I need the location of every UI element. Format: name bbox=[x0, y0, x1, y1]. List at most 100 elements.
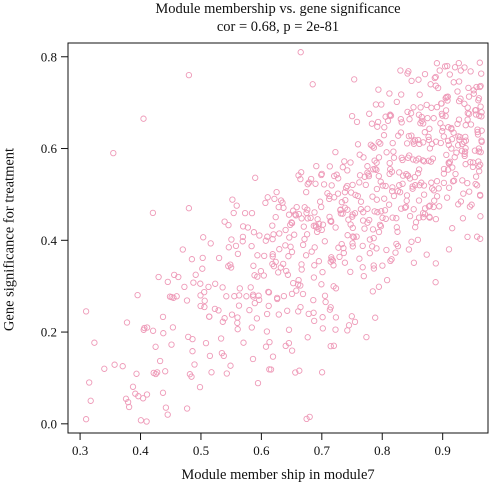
data-point bbox=[313, 162, 320, 170]
data-point bbox=[417, 120, 424, 127]
data-point bbox=[474, 126, 481, 133]
data-point bbox=[470, 90, 477, 97]
data-point bbox=[467, 121, 475, 128]
data-point bbox=[478, 113, 485, 120]
data-point bbox=[264, 233, 271, 240]
data-point bbox=[183, 297, 191, 304]
data-point bbox=[451, 64, 459, 71]
data-point bbox=[349, 233, 357, 240]
data-point bbox=[101, 365, 108, 372]
data-point bbox=[444, 137, 452, 145]
data-point bbox=[377, 223, 385, 230]
data-point bbox=[437, 120, 444, 127]
x-tick-label: 0.9 bbox=[435, 443, 451, 458]
data-point bbox=[438, 100, 445, 107]
data-point bbox=[403, 140, 411, 147]
data-point bbox=[288, 248, 296, 256]
data-point bbox=[315, 258, 323, 265]
data-point bbox=[149, 209, 157, 217]
data-point bbox=[169, 324, 177, 331]
data-point bbox=[411, 137, 419, 144]
data-point bbox=[129, 383, 137, 390]
data-point bbox=[455, 116, 463, 123]
data-point bbox=[297, 303, 304, 311]
data-point bbox=[399, 156, 406, 164]
data-point bbox=[432, 215, 440, 223]
data-point bbox=[319, 268, 326, 276]
data-point bbox=[326, 192, 333, 200]
data-point bbox=[310, 222, 317, 229]
data-point bbox=[221, 315, 228, 322]
data-point bbox=[232, 242, 240, 250]
data-point bbox=[257, 267, 265, 275]
data-point bbox=[250, 262, 257, 269]
data-point bbox=[330, 283, 337, 290]
data-point bbox=[337, 206, 344, 213]
data-point bbox=[444, 97, 451, 104]
data-point bbox=[260, 272, 267, 279]
data-point bbox=[461, 148, 469, 155]
data-point bbox=[423, 251, 430, 258]
data-point bbox=[183, 405, 191, 412]
data-point bbox=[233, 202, 240, 209]
data-point bbox=[344, 182, 351, 190]
data-point bbox=[478, 109, 485, 116]
data-point bbox=[190, 279, 197, 286]
data-point bbox=[305, 179, 313, 186]
data-point bbox=[380, 132, 388, 139]
data-point bbox=[334, 190, 342, 197]
data-point bbox=[310, 309, 317, 316]
data-point bbox=[254, 379, 262, 387]
data-point bbox=[370, 234, 377, 242]
data-point bbox=[386, 159, 393, 167]
data-point bbox=[250, 229, 258, 236]
data-point bbox=[455, 78, 463, 85]
data-point bbox=[298, 169, 305, 176]
data-point bbox=[271, 195, 278, 203]
data-point bbox=[219, 284, 226, 291]
data-point bbox=[440, 170, 448, 177]
data-point bbox=[381, 195, 388, 202]
data-point bbox=[372, 314, 379, 321]
data-point bbox=[416, 91, 423, 98]
y-tick-label: 0.8 bbox=[41, 49, 57, 64]
data-point bbox=[168, 293, 175, 301]
data-point bbox=[336, 253, 343, 261]
data-point bbox=[82, 308, 90, 315]
data-point bbox=[403, 192, 411, 199]
data-point bbox=[295, 210, 302, 218]
data-point bbox=[311, 244, 318, 251]
data-point bbox=[441, 63, 449, 70]
data-point bbox=[197, 280, 204, 287]
data-point bbox=[364, 219, 371, 226]
data-point bbox=[310, 274, 318, 281]
data-point bbox=[249, 355, 257, 363]
data-point bbox=[263, 328, 271, 335]
data-point bbox=[461, 64, 468, 71]
data-point bbox=[311, 317, 318, 325]
data-point bbox=[339, 164, 346, 171]
data-point bbox=[140, 115, 147, 122]
data-point bbox=[373, 159, 380, 166]
data-point bbox=[351, 76, 358, 83]
data-point bbox=[344, 167, 351, 174]
data-point bbox=[442, 107, 450, 114]
data-point bbox=[280, 292, 288, 300]
data-point bbox=[428, 179, 435, 186]
data-point bbox=[415, 166, 423, 173]
data-point bbox=[423, 101, 430, 109]
data-point bbox=[445, 246, 453, 253]
data-point bbox=[370, 166, 377, 173]
data-point bbox=[344, 327, 351, 334]
data-point bbox=[394, 243, 402, 250]
data-point bbox=[273, 294, 281, 302]
data-point bbox=[432, 279, 439, 286]
data-point bbox=[256, 296, 263, 304]
data-point bbox=[449, 164, 456, 171]
data-point bbox=[452, 170, 459, 178]
data-point bbox=[318, 203, 325, 211]
data-point bbox=[369, 226, 377, 233]
data-point bbox=[293, 203, 300, 211]
data-point bbox=[171, 271, 178, 279]
data-point bbox=[345, 322, 353, 329]
